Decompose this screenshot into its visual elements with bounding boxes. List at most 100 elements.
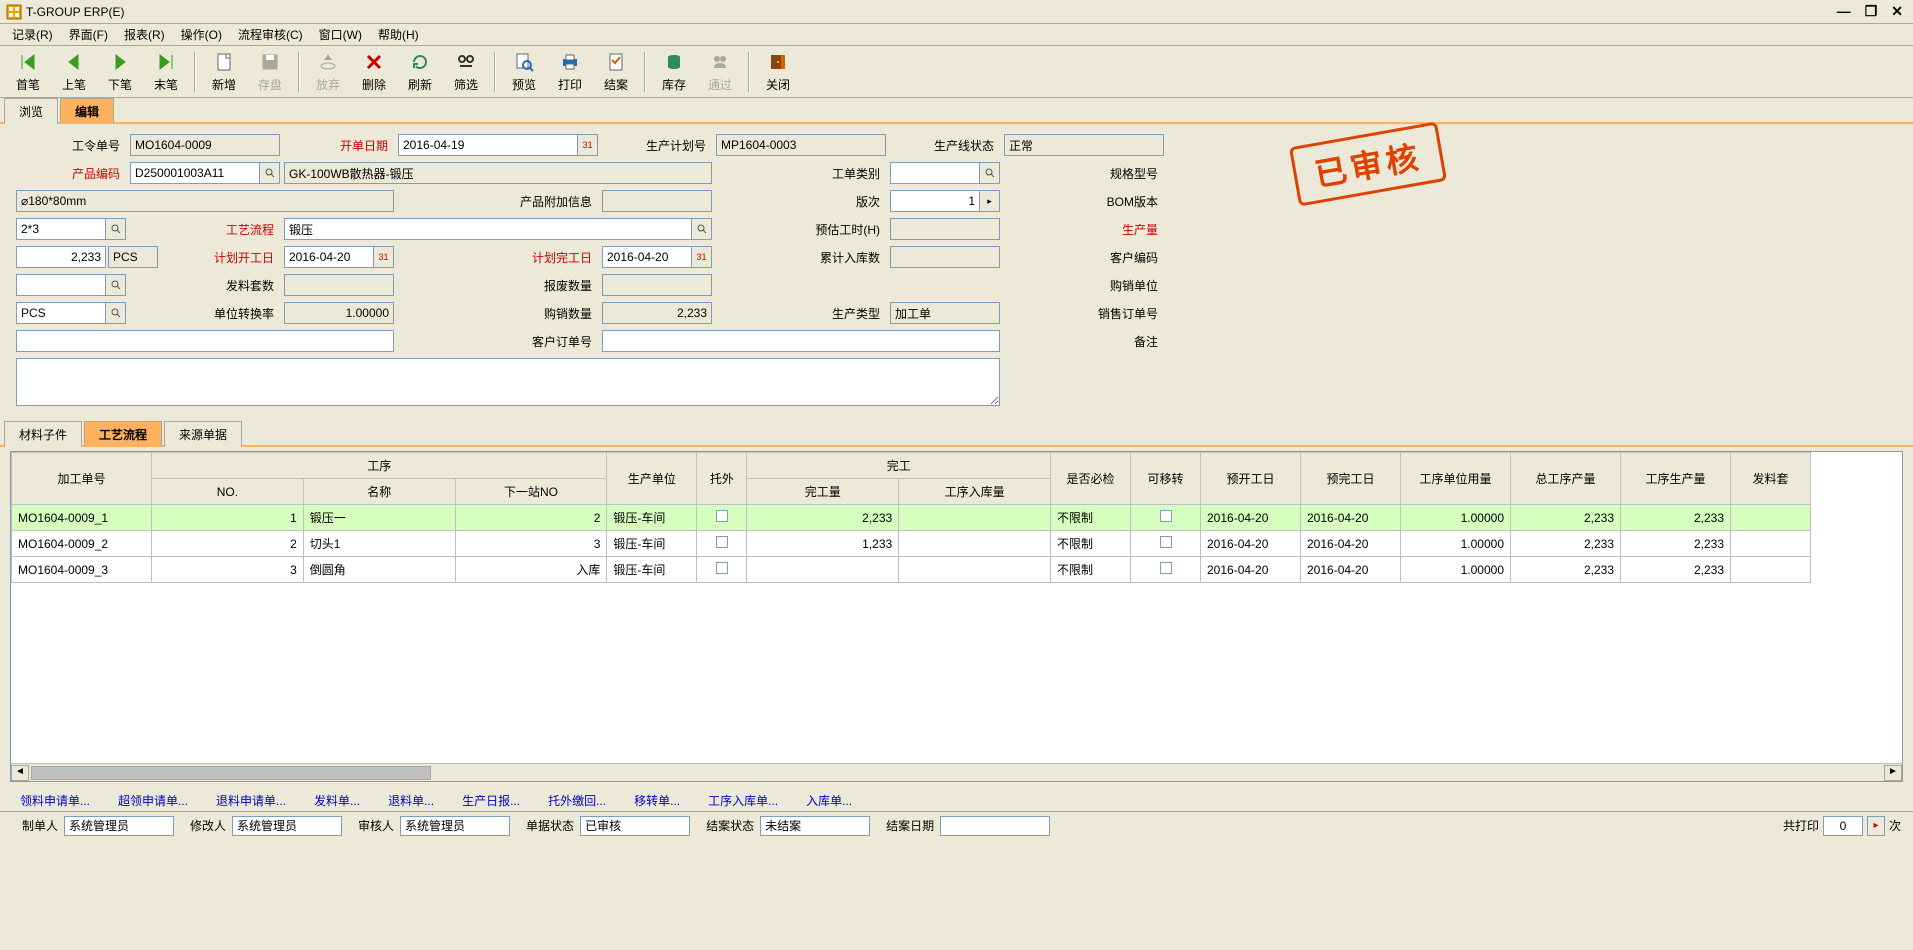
col-header: 完工 bbox=[747, 453, 1051, 479]
close-icon bbox=[766, 50, 790, 74]
print-step-button[interactable]: ▸ bbox=[1867, 816, 1885, 836]
status-label-modifier: 修改人 bbox=[190, 817, 226, 834]
input-remark[interactable] bbox=[16, 358, 1000, 406]
toolbar-new-button[interactable]: 新增 bbox=[202, 48, 246, 96]
bottom-link-4[interactable]: 退料单... bbox=[388, 792, 434, 809]
input-openDate[interactable] bbox=[398, 134, 578, 156]
input-planEnd[interactable] bbox=[602, 246, 692, 268]
label-planEnd: 计划完工日 bbox=[398, 249, 598, 266]
table-row[interactable]: MO1604-0009_11锻压一2锻压-车间2,233不限制2016-04-2… bbox=[12, 505, 1811, 531]
label-openDate: 开单日期 bbox=[284, 137, 394, 154]
toolbar: 首笔上笔下笔末笔新增存盘放弃删除刷新筛选预览打印结案库存通过关闭 bbox=[0, 46, 1913, 98]
lookup-orderType-button[interactable] bbox=[980, 162, 1000, 184]
detail-tab-1[interactable]: 工艺流程 bbox=[84, 421, 162, 447]
toolbar-filter-button[interactable]: 筛选 bbox=[444, 48, 488, 96]
bottom-link-3[interactable]: 发料单... bbox=[314, 792, 360, 809]
doc-tab-0[interactable]: 浏览 bbox=[4, 98, 58, 124]
lookup-bomVer-button[interactable] bbox=[106, 218, 126, 240]
lookup-prodCode-button[interactable] bbox=[260, 162, 280, 184]
toolbar-preview-button[interactable]: 预览 bbox=[502, 48, 546, 96]
input-rev[interactable] bbox=[890, 190, 980, 212]
col-header: 是否必检 bbox=[1051, 453, 1131, 505]
input-planStart[interactable] bbox=[284, 246, 374, 268]
last-icon bbox=[154, 50, 178, 74]
detail-tab-2[interactable]: 来源单据 bbox=[164, 421, 242, 447]
checkbox[interactable] bbox=[1160, 562, 1172, 574]
toolbar-save-button: 存盘 bbox=[248, 48, 292, 96]
datepick-planEnd-button[interactable]: 31 bbox=[692, 246, 712, 268]
scroll-thumb[interactable] bbox=[31, 766, 431, 780]
close-window-button[interactable]: ✕ bbox=[1887, 3, 1907, 20]
input-scrapQty bbox=[602, 274, 712, 296]
lookup-custCode-button[interactable] bbox=[106, 274, 126, 296]
refresh-icon bbox=[408, 50, 432, 74]
label-remark: 备注 bbox=[1004, 333, 1164, 350]
bottom-link-0[interactable]: 领料申请单... bbox=[20, 792, 90, 809]
menu-6[interactable]: 帮助(H) bbox=[370, 24, 427, 45]
status-label-docStatus: 单据状态 bbox=[526, 817, 574, 834]
menu-1[interactable]: 界面(F) bbox=[61, 24, 116, 45]
checkbox[interactable] bbox=[716, 562, 728, 574]
input-prodCode[interactable] bbox=[130, 162, 260, 184]
bottom-link-8[interactable]: 工序入库单... bbox=[708, 792, 778, 809]
bottom-link-1[interactable]: 超领申请单... bbox=[118, 792, 188, 809]
scroll-right-button[interactable]: ► bbox=[1884, 765, 1902, 781]
toolbar-stock-button[interactable]: 库存 bbox=[652, 48, 696, 96]
checkbox[interactable] bbox=[1160, 510, 1172, 522]
label-spec: 规格型号 bbox=[1004, 165, 1164, 182]
lookup-process-button[interactable] bbox=[692, 218, 712, 240]
menu-4[interactable]: 流程审核(C) bbox=[230, 24, 311, 45]
col-header: 生产单位 bbox=[607, 453, 697, 505]
col-header: 总工序产量 bbox=[1511, 453, 1621, 505]
toolbar-delete-button[interactable]: 删除 bbox=[352, 48, 396, 96]
input-saleUnit[interactable] bbox=[16, 302, 106, 324]
table-row[interactable]: MO1604-0009_33倒圆角入库锻压-车间不限制2016-04-20201… bbox=[12, 557, 1811, 583]
spin-rev-button[interactable]: ▸ bbox=[980, 190, 1000, 212]
col-header: 工序入库量 bbox=[899, 479, 1051, 505]
menu-2[interactable]: 报表(R) bbox=[116, 24, 173, 45]
toolbar-print-button[interactable]: 打印 bbox=[548, 48, 592, 96]
status-input-printCount[interactable] bbox=[1823, 816, 1863, 836]
input-qty[interactable] bbox=[16, 246, 106, 268]
input-custOrderNo[interactable] bbox=[602, 330, 1000, 352]
toolbar-first-button[interactable]: 首笔 bbox=[6, 48, 50, 96]
checkbox[interactable] bbox=[716, 536, 728, 548]
first-icon bbox=[16, 50, 40, 74]
checkbox[interactable] bbox=[1160, 536, 1172, 548]
toolbar-refresh-button[interactable]: 刷新 bbox=[398, 48, 442, 96]
toolbar-next-button[interactable]: 下笔 bbox=[98, 48, 142, 96]
minimize-button[interactable]: — bbox=[1833, 3, 1855, 20]
restore-button[interactable]: ❐ bbox=[1861, 3, 1882, 20]
status-label-caseDate: 结案日期 bbox=[886, 817, 934, 834]
input-orderType[interactable] bbox=[890, 162, 980, 184]
detail-tab-0[interactable]: 材料子件 bbox=[4, 421, 82, 447]
table-row[interactable]: MO1604-0009_22切头13锻压-车间1,233不限制2016-04-2… bbox=[12, 531, 1811, 557]
checkbox[interactable] bbox=[716, 510, 728, 522]
input-process[interactable] bbox=[284, 218, 692, 240]
doc-tab-1[interactable]: 编辑 bbox=[60, 98, 114, 124]
menu-3[interactable]: 操作(O) bbox=[173, 24, 230, 45]
input-custCode[interactable] bbox=[16, 274, 106, 296]
input-soNo[interactable] bbox=[16, 330, 394, 352]
bottom-link-9[interactable]: 入库单... bbox=[806, 792, 852, 809]
toolbar-close-button[interactable]: 关闭 bbox=[756, 48, 800, 96]
menu-0[interactable]: 记录(R) bbox=[4, 24, 61, 45]
bottom-link-2[interactable]: 退料申请单... bbox=[216, 792, 286, 809]
bottom-link-7[interactable]: 移转单... bbox=[634, 792, 680, 809]
label-scrapQty: 报废数量 bbox=[398, 277, 598, 294]
lookup-saleUnit-button[interactable] bbox=[106, 302, 126, 324]
bottom-link-5[interactable]: 生产日报... bbox=[462, 792, 520, 809]
scroll-left-button[interactable]: ◄ bbox=[11, 765, 29, 781]
bottom-link-6[interactable]: 托外缴回... bbox=[548, 792, 606, 809]
status-input-maker bbox=[64, 816, 174, 836]
datepick-openDate-button[interactable]: 31 bbox=[578, 134, 598, 156]
menu-5[interactable]: 窗口(W) bbox=[311, 24, 370, 45]
grid-hscrollbar[interactable]: ◄ ► bbox=[11, 763, 1902, 781]
datepick-planStart-button[interactable]: 31 bbox=[374, 246, 394, 268]
label-orderNo: 工令单号 bbox=[16, 137, 126, 154]
app-icon bbox=[6, 4, 22, 20]
toolbar-close-case-button[interactable]: 结案 bbox=[594, 48, 638, 96]
toolbar-prev-button[interactable]: 上笔 bbox=[52, 48, 96, 96]
toolbar-last-button[interactable]: 末笔 bbox=[144, 48, 188, 96]
input-bomVer[interactable] bbox=[16, 218, 106, 240]
